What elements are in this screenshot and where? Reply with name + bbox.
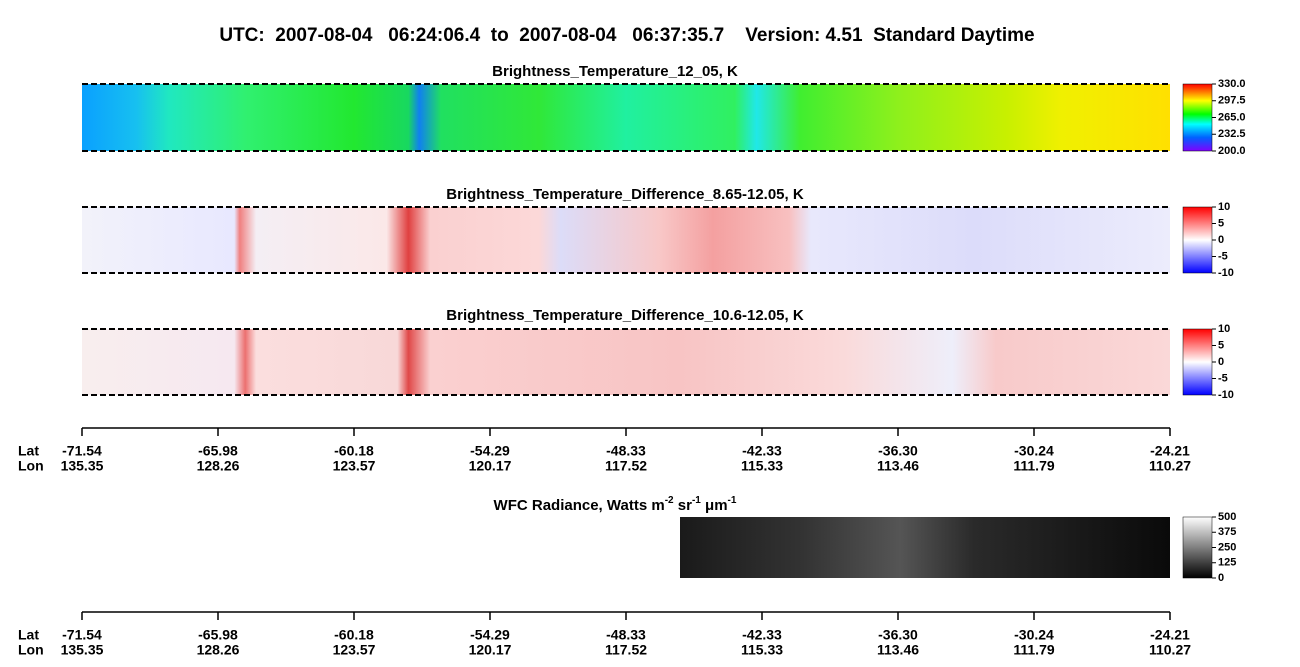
image-strip xyxy=(680,517,1170,578)
axis-row-label: Lon xyxy=(18,642,44,658)
colorbar-label: 330.0 xyxy=(1218,78,1246,90)
lon-label: 115.33 xyxy=(741,458,783,474)
lat-label: -65.98 xyxy=(198,443,238,459)
axis-row-label: Lat xyxy=(18,627,39,643)
lon-label: 113.46 xyxy=(877,458,919,474)
lat-label: -42.33 xyxy=(742,627,782,643)
lat-label: -30.24 xyxy=(1014,627,1054,643)
panel-title: Brightness_Temperature_Difference_8.65-1… xyxy=(446,186,804,203)
lon-label: 120.17 xyxy=(469,458,512,474)
lat-label: -48.33 xyxy=(606,627,646,643)
colorbar-label: -5 xyxy=(1218,372,1228,384)
colorbar-label: 232.5 xyxy=(1218,128,1246,140)
title-sup: -2 xyxy=(665,495,674,506)
lat-label: -60.18 xyxy=(334,627,374,643)
colorbar-label: 250 xyxy=(1218,541,1236,553)
colorbar-label: 0 xyxy=(1218,356,1224,368)
lon-label: 111.79 xyxy=(1013,642,1054,658)
colorbar-label: 0 xyxy=(1218,572,1224,584)
lon-label: 115.33 xyxy=(741,642,783,658)
lon-label: 110.27 xyxy=(1149,642,1191,658)
colorbar-label: 10 xyxy=(1218,323,1230,335)
lat-label: -36.30 xyxy=(878,443,918,459)
colorbar xyxy=(1182,328,1213,396)
colorbar xyxy=(1182,516,1213,579)
axis-row-label: Lat xyxy=(18,443,39,459)
lon-label: 117.52 xyxy=(605,642,647,658)
colorbar-label: 0 xyxy=(1218,234,1224,246)
lat-label: -65.98 xyxy=(198,627,238,643)
lon-label: 135.35 xyxy=(61,642,104,658)
colorbar-label: 297.5 xyxy=(1218,95,1246,107)
image-strip xyxy=(82,329,1170,395)
image-strip xyxy=(82,84,1170,151)
title-part: WFC Radiance, Watts m xyxy=(494,497,665,514)
strips xyxy=(82,83,1213,579)
colorbar xyxy=(1182,206,1213,274)
lat-label: -71.54 xyxy=(62,443,102,459)
image-strip xyxy=(82,207,1170,273)
title-part: sr xyxy=(674,497,693,514)
colorbar-label: 125 xyxy=(1218,557,1236,569)
title-part: μm xyxy=(701,497,728,514)
lon-label: 128.26 xyxy=(197,458,240,474)
lat-label: -24.21 xyxy=(1150,443,1190,459)
panel-title: Brightness_Temperature_12_05, K xyxy=(492,63,738,80)
lon-label: 123.57 xyxy=(333,642,376,658)
lat-label: -24.21 xyxy=(1150,627,1190,643)
lat-label: -42.33 xyxy=(742,443,782,459)
page-title: UTC: 2007-08-04 06:24:06.4 to 2007-08-04… xyxy=(219,25,1034,46)
lon-label: 111.79 xyxy=(1013,458,1054,474)
axis-row-label: Lon xyxy=(18,458,44,474)
colorbar-label: 5 xyxy=(1218,217,1224,229)
colorbar-label: 375 xyxy=(1218,526,1236,538)
lon-label: 110.27 xyxy=(1149,458,1191,474)
colorbar-label: -10 xyxy=(1218,389,1234,401)
lon-label: 123.57 xyxy=(333,458,376,474)
lat-label: -48.33 xyxy=(606,443,646,459)
panel-title: WFC Radiance, Watts m-2 sr-1 μm-1 xyxy=(494,495,737,514)
colorbar-label: 500 xyxy=(1218,511,1236,523)
lon-label: 135.35 xyxy=(61,458,104,474)
colorbar-label: 265.0 xyxy=(1218,111,1246,123)
colorbar-label: -10 xyxy=(1218,267,1234,279)
lat-label: -36.30 xyxy=(878,627,918,643)
lat-label: -54.29 xyxy=(470,443,510,459)
title-sup: -1 xyxy=(728,495,737,506)
colorbar-label: -5 xyxy=(1218,250,1228,262)
colorbar xyxy=(1182,83,1213,152)
lon-label: 113.46 xyxy=(877,642,919,658)
lat-label: -30.24 xyxy=(1014,443,1054,459)
lat-label: -71.54 xyxy=(62,627,102,643)
title-sup: -1 xyxy=(692,495,701,506)
lat-label: -60.18 xyxy=(334,443,374,459)
lon-label: 117.52 xyxy=(605,458,647,474)
colorbar-label: 200.0 xyxy=(1218,145,1246,157)
panel-title: Brightness_Temperature_Difference_10.6-1… xyxy=(446,307,804,324)
colorbar-label: 10 xyxy=(1218,201,1230,213)
lon-label: 128.26 xyxy=(197,642,240,658)
lat-label: -54.29 xyxy=(470,627,510,643)
lon-label: 120.17 xyxy=(469,642,512,658)
colorbar-label: 5 xyxy=(1218,339,1224,351)
